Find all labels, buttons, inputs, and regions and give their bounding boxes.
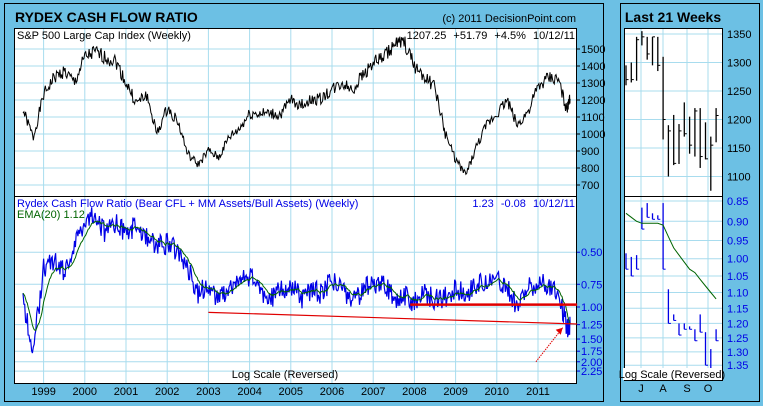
ratio-tick-label: 2.00 [581,357,602,369]
month-label: S [683,383,690,395]
month-label: O [704,383,713,395]
price-readout: 1207.25 +51.79 +4.5% 10/12/11 [407,30,575,42]
ratio-change: -0.08 [501,198,526,210]
x-tick-label: 2003 [196,386,220,398]
side-ema-line [625,212,717,300]
price-tick-label: 1300 [581,78,605,90]
x-tick-label: 1999 [31,386,55,398]
ratio-panel-title: Rydex Cash Flow Ratio (Bear CFL + MM Ass… [17,198,358,210]
side-price-tick-label: 1350 [727,29,751,41]
side-price-tick-label: 1300 [727,58,751,70]
price-pct: +4.5% [494,30,526,42]
x-tick-label: 2007 [361,386,385,398]
price-tick-label: 1400 [581,61,605,73]
chart-title: RYDEX CASH FLOW RATIO [15,9,198,25]
side-ratio-tick-label: 1.05 [727,271,748,283]
x-tick-label: 2010 [485,386,509,398]
ratio-tick-label: 0.50 [581,247,602,259]
price-tick-label: 1200 [581,95,605,107]
log-scale-label: Log Scale (Reversed) [232,369,338,381]
ratio-tick-label: 1.75 [581,346,602,358]
side-ratio-tick-label: 0.90 [727,216,748,228]
price-date: 10/12/11 [533,30,575,42]
side-price-tick-label: 1100 [727,172,751,184]
price-tick-label: 900 [581,146,599,158]
price-tick-label: 1100 [581,112,605,124]
x-tick-label: 2001 [114,386,138,398]
trend-line [208,311,578,325]
side-price-tick-label: 1200 [727,115,751,127]
x-tick-label: 2004 [237,386,261,398]
price-tick-label: 800 [581,163,599,175]
side-ratio-tick-label: 1.35 [727,360,748,372]
price-tick-label: 1500 [581,44,605,56]
side-scale-label-bg [623,368,721,380]
ema-20-line [22,220,571,331]
side-ratio-tick-label: 1.00 [727,254,748,266]
ratio-value: 1.23 [472,198,493,210]
copyright: (c) 2011 DecisionPoint.com [442,13,576,25]
month-label: J [638,383,644,395]
x-tick-label: 2008 [402,386,426,398]
x-tick-label: 2006 [320,386,344,398]
main-frame [4,3,604,402]
x-tick-label: 2000 [73,386,97,398]
x-tick-label: 2002 [155,386,179,398]
ratio-date: 10/12/11 [533,198,575,210]
side-price-tick-label: 1150 [727,143,751,155]
x-tick-label: 2009 [443,386,467,398]
sp500-price-line [22,36,571,176]
side-ratio-tick-label: 1.30 [727,347,748,359]
side-ratio-tick-label: 1.15 [727,303,748,315]
ratio-readout: 1.23 -0.08 10/12/11 [472,198,575,210]
x-tick-label: 2005 [279,386,303,398]
arrow-head-icon [555,327,563,335]
price-tick-label: 700 [581,180,599,192]
ema-label: EMA(20) 1.12 [17,209,85,221]
side-ratio-tick-label: 0.95 [727,235,748,247]
ratio-tick-label: 1.25 [581,320,602,332]
price-tick-label: 1000 [581,129,605,141]
side-ratio-tick-label: 0.85 [727,196,748,208]
axis-labels: 1999 2000 2001 2002 2003 2004 2005 2006 2007 2008… [31,29,751,398]
price-value: 1207.25 [407,30,447,42]
annotation-arrow [535,327,564,363]
side-log-scale-label: Log Scale (Reversed) [619,369,725,381]
side-ratio-tick-label: 1.25 [727,333,748,345]
x-tick-label: 2011 [526,386,550,398]
ratio-tick-label: 2.25 [581,366,602,378]
side-ratio-tick-label: 1.20 [727,318,748,330]
ratio-tick-label: 0.75 [581,279,602,291]
side-frame [620,3,760,402]
side-price-tick-label: 1250 [727,86,751,98]
side-title: Last 21 Weeks [625,9,721,25]
ratio-tick-label: 1.00 [581,302,602,314]
price-panel-title: S&P 500 Large Cap Index (Weekly) [17,30,191,42]
month-label: A [659,383,667,395]
ratio-tick-label: 1.50 [581,334,602,346]
side-ratio-tick-label: 1.10 [727,288,748,300]
price-change: +51.79 [453,30,487,42]
